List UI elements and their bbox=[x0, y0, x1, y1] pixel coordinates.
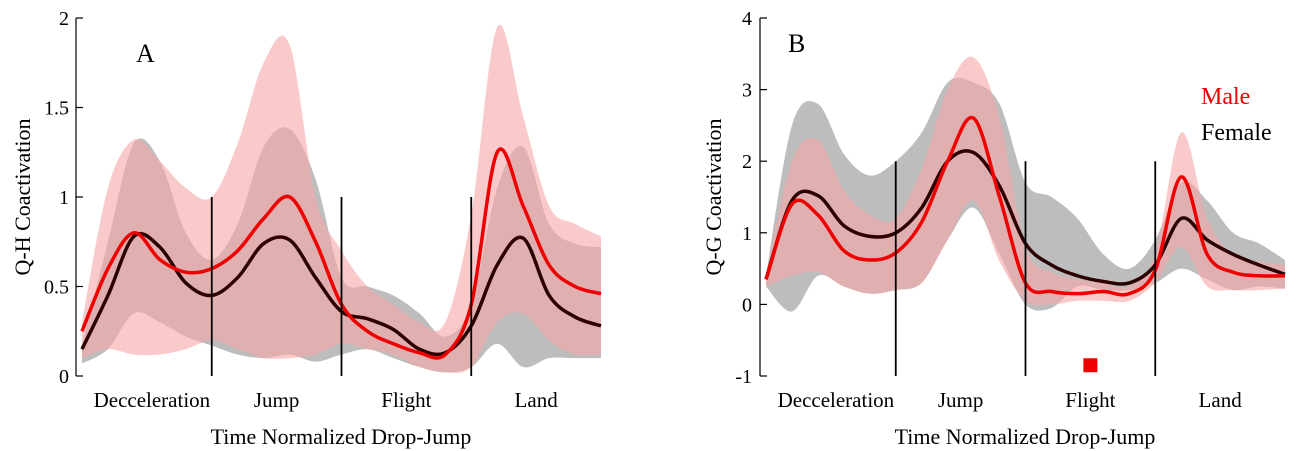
y-tick-label: 3 bbox=[742, 80, 752, 102]
phase-label-jump: Jump bbox=[938, 388, 984, 412]
phase-label-decceleration: Decceleration bbox=[778, 388, 895, 412]
panel-b-y-axis: -1 0 1 2 3 4 bbox=[735, 8, 767, 388]
panel-b: -1 0 1 2 3 4 B Decceleration Jump Flight Land Ti… bbox=[701, 8, 1286, 449]
y-tick-label: -1 bbox=[735, 366, 752, 388]
phase-label-land: Land bbox=[1199, 388, 1243, 412]
phase-label-flight: Flight bbox=[1065, 388, 1115, 412]
phase-label-flight: Flight bbox=[381, 388, 431, 412]
panel-b-x-axis-label: Time Normalized Drop-Jump bbox=[895, 424, 1156, 449]
panel-a-phase-lines bbox=[210, 197, 473, 376]
panel-b-y-axis-label: Q-G Coactivation bbox=[701, 118, 726, 275]
panel-b-label: B bbox=[788, 29, 805, 58]
panel-a-y-axis: 0 0.5 1 1.5 2 bbox=[44, 8, 83, 388]
legend-male: Male bbox=[1201, 84, 1250, 110]
y-tick-label: 2 bbox=[742, 151, 752, 173]
y-tick-label: 2 bbox=[59, 8, 69, 30]
y-tick-label: 0.5 bbox=[44, 277, 69, 299]
panel-a-x-axis-label: Time Normalized Drop-Jump bbox=[211, 424, 472, 449]
significance-marker bbox=[1083, 358, 1098, 373]
y-tick-label: 4 bbox=[742, 8, 752, 30]
phase-label-decceleration: Decceleration bbox=[94, 388, 211, 412]
y-tick-label: 0 bbox=[59, 366, 69, 388]
panel-a-label: A bbox=[136, 39, 155, 68]
y-tick-label: 0 bbox=[742, 294, 752, 316]
y-tick-label: 1.5 bbox=[44, 98, 69, 120]
panel-b-phase-lines bbox=[894, 161, 1157, 376]
panel-a: 00.511.52 A Decceleration Jump Flight Land … bbox=[10, 8, 602, 449]
male-mean-line-panel-a bbox=[80, 147, 602, 360]
phase-label-land: Land bbox=[515, 388, 559, 412]
phase-label-jump: Jump bbox=[254, 388, 300, 412]
legend-female: Female bbox=[1201, 120, 1272, 146]
panel-a-y-axis-label: Q-H Coactivation bbox=[10, 118, 35, 275]
panel-b-phase-labels: Decceleration Jump Flight Land bbox=[778, 388, 1243, 412]
panel-a-phase-labels: Decceleration Jump Flight Land bbox=[94, 388, 559, 412]
y-tick-label: 1 bbox=[742, 223, 752, 245]
y-tick-label: 1 bbox=[59, 187, 69, 209]
